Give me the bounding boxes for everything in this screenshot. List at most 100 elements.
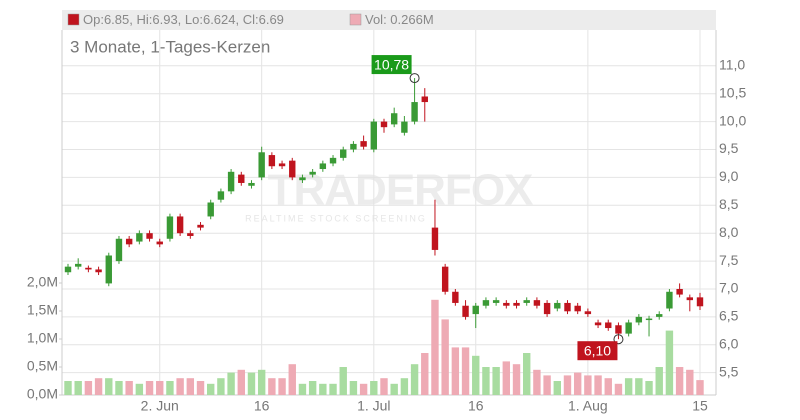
x-tick-label: 15 [692,398,708,414]
volume-bar [675,367,684,395]
volume-bar [156,381,164,395]
volume-bar [105,378,113,395]
volume-bar [319,383,327,395]
volume-bar [594,375,602,395]
candle-body [656,314,663,317]
watermark: TRADERFOX [268,166,533,215]
volume-bar [624,378,633,395]
candle-body [574,305,581,312]
y-tick-label: 5,5 [719,363,739,379]
volume-bar [512,364,521,395]
volume-bar [380,378,388,395]
candle-body [74,263,82,267]
candle-body [64,266,72,273]
candle-body [238,174,245,183]
volume-bar [696,380,704,395]
grid [62,30,716,395]
y-tick-label: 8,5 [719,196,739,212]
candle-body [197,224,204,228]
volume-bar [359,383,368,395]
candle-body [156,241,163,245]
candle-body [441,266,449,292]
volume-bar [492,367,500,395]
candle-body [390,113,398,125]
candle-body [635,316,643,323]
volume-bar [523,353,531,395]
volume-bar [563,375,572,395]
annotation-label: 6,10 [584,342,611,358]
candle-body [360,141,367,147]
volume-bar [665,330,674,395]
volume-bar [533,369,541,395]
volume-bar [64,381,72,395]
candle-body [176,216,184,234]
y-tick-label: 11,0 [719,57,745,73]
y-tick-label: 6,0 [719,335,739,351]
volume-bar [115,381,123,395]
volume-bar [614,383,623,395]
volume-bar [502,361,511,395]
candle-body [278,163,286,167]
candle-body [676,288,683,295]
volume-bar [237,369,245,395]
candle-body [482,300,490,306]
y2-tick-label: 0,0M [27,386,58,402]
candle-body [615,325,622,334]
volume-bar [268,378,276,395]
volume-bar [125,381,133,395]
volume-bar [278,378,286,395]
subtitle: 3 Monate, 1-Tages-Kerzen [70,37,270,56]
legend-label: Vol: 0.266M [365,12,434,27]
candle-body [268,155,276,167]
candle-body [666,291,673,309]
volume-bar [655,367,663,395]
y2-tick-label: 1,5M [27,302,58,318]
candle-body [554,302,561,309]
header-band [62,10,716,30]
volume-bar [227,372,235,395]
volume-bar [339,367,347,395]
volume-bar [441,319,449,395]
candle-body [258,152,265,178]
x-tick-label: 2. Jun [141,398,179,414]
candle-body [136,233,143,242]
candle-body [625,322,632,334]
candle-body [605,322,612,329]
candle-body [472,305,479,315]
candle-body [431,227,439,250]
volume-bar [645,381,653,395]
candle-body [533,300,541,306]
y-tick-label: 7,0 [719,280,739,296]
candle-body [329,157,337,164]
y2-tick-label: 1,0M [27,330,58,346]
volume-bar [543,375,551,395]
candle-body [452,291,459,303]
volume-bar [186,378,195,395]
candle-body [248,182,255,186]
legend-swatch [67,13,80,26]
y2-tick-label: 0,5M [27,358,58,374]
candle-body [227,171,235,192]
candle-body [594,322,602,326]
legend-swatch [349,13,362,26]
y-tick-label: 9,0 [719,168,739,184]
candle-body [289,160,296,178]
volume-bar [461,347,470,395]
volume-bar [145,381,154,395]
candle-body [492,300,500,303]
y-tick-label: 9,5 [719,140,739,156]
candle-body [523,300,530,303]
candle-body [95,269,102,273]
volume-bar [329,383,337,395]
volume-bar [84,381,93,395]
volume-bar [308,381,317,395]
volume-bar [584,375,592,395]
annotation-box [577,341,618,361]
candle-body [380,121,388,128]
candle-body [462,305,469,317]
volume-bar [196,381,205,395]
annotation-marker [409,73,420,84]
candle-body [299,177,306,181]
candle-body [564,302,571,312]
volume-bar [472,355,480,395]
